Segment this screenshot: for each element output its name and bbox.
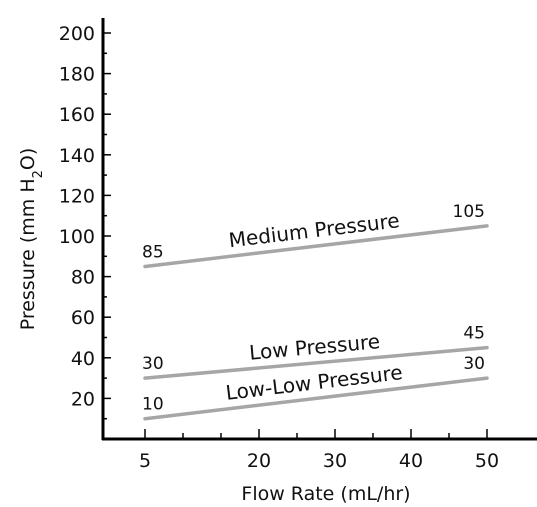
y-tick-label: 160	[59, 104, 95, 126]
y-axis-title-main: Pressure (mm H	[17, 178, 39, 330]
point-label: 45	[463, 324, 485, 344]
x-tick-label: 50	[475, 450, 499, 472]
point-label: 105	[453, 202, 485, 222]
y-axis-title: Pressure (mm H2O)	[17, 148, 46, 331]
y-tick-label: 60	[71, 307, 95, 329]
y-tick-label: 100	[59, 226, 95, 248]
y-tick-label: 200	[59, 23, 95, 45]
y-tick-label: 40	[71, 348, 95, 370]
svg-text:Pressure (mm H2O): Pressure (mm H2O)	[17, 148, 46, 331]
y-tick-label: 120	[59, 185, 95, 207]
point-label: 30	[463, 354, 485, 374]
y-tick-label: 20	[71, 388, 95, 410]
x-axis-title: Flow Rate (mL/hr)	[241, 483, 410, 505]
y-tick-label: 180	[59, 64, 95, 86]
y-tick-label: 80	[71, 267, 95, 289]
point-labels: 85 105 30 45 10 30	[142, 202, 485, 415]
series-lines	[143, 224, 489, 421]
axis-tick-labels: 20 40 60 80 100 120 140 160 180 200 5 20 30 40 50	[59, 23, 499, 472]
series-line-low-pressure	[143, 345, 489, 380]
point-label: 10	[142, 395, 164, 415]
y-axis-title-end: O)	[17, 148, 39, 170]
series-line-medium-pressure	[143, 224, 489, 269]
y-tick-label: 140	[59, 145, 95, 167]
point-label: 30	[142, 354, 164, 374]
x-tick-label: 5	[139, 450, 151, 472]
series-line-low-low-pressure	[143, 376, 489, 421]
x-tick-label: 30	[323, 450, 347, 472]
point-label: 85	[142, 242, 164, 262]
y-axis-title-subscript: 2	[31, 170, 46, 178]
x-tick-label: 20	[247, 450, 271, 472]
x-tick-label: 40	[399, 450, 423, 472]
